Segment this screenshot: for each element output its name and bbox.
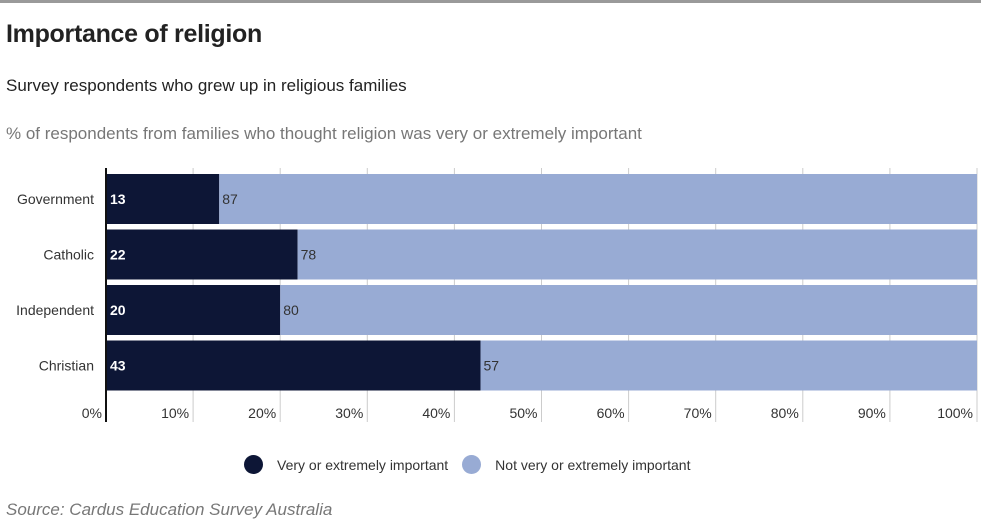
bar-segment bbox=[219, 174, 978, 224]
legend-item-very-important: Very or extremely important bbox=[244, 455, 448, 474]
legend-label-very-important: Very or extremely important bbox=[277, 456, 449, 473]
x-tick-label: 10% bbox=[161, 405, 189, 421]
x-tick-label: 40% bbox=[422, 405, 450, 421]
category-label: Christian bbox=[39, 358, 94, 374]
x-tick-label: 60% bbox=[597, 405, 625, 421]
chart-legend: Very or extremely important Not very or … bbox=[244, 455, 704, 474]
x-tick-label: 20% bbox=[248, 405, 276, 421]
bar-segment bbox=[297, 229, 977, 280]
bar-segment bbox=[106, 340, 481, 391]
category-label: Catholic bbox=[43, 247, 94, 263]
category-label: Government bbox=[17, 191, 94, 207]
chart-measure-label: % of respondents from families who thoug… bbox=[6, 124, 642, 143]
data-label: 22 bbox=[110, 247, 126, 263]
legend-swatch-not-important bbox=[462, 455, 482, 474]
data-label: 87 bbox=[222, 191, 238, 207]
top-rule bbox=[0, 0, 981, 3]
x-tick-label: 0% bbox=[82, 405, 102, 421]
bar-segment bbox=[280, 285, 977, 335]
bar-segment bbox=[106, 285, 281, 335]
bar-segment bbox=[106, 229, 298, 280]
x-tick-label: 70% bbox=[684, 405, 712, 421]
data-label: 80 bbox=[283, 302, 299, 318]
x-tick-label: 80% bbox=[771, 405, 799, 421]
x-tick-label: 100% bbox=[937, 405, 973, 421]
data-label: 13 bbox=[110, 191, 126, 207]
category-label: Independent bbox=[16, 302, 94, 318]
stacked-bar-chart: 13 87 Government 22 78 Catholic 20 80 Independen… bbox=[16, 168, 978, 422]
x-tick-label: 50% bbox=[509, 405, 537, 421]
data-label: 78 bbox=[301, 247, 317, 263]
source-note: Source: Cardus Education Survey Australi… bbox=[6, 500, 333, 519]
x-tick-label: 30% bbox=[335, 405, 363, 421]
legend-swatch-very-important bbox=[244, 455, 263, 474]
legend-label-not-important: Not very or extremely important bbox=[495, 456, 691, 473]
data-label: 57 bbox=[484, 358, 500, 374]
bar-segment bbox=[480, 340, 977, 391]
chart-subtitle: Survey respondents who grew up in religi… bbox=[6, 76, 407, 95]
x-tick-label: 90% bbox=[858, 405, 886, 421]
legend-item-not-important: Not very or extremely important bbox=[462, 455, 690, 474]
chart-title: Importance of religion bbox=[6, 20, 262, 48]
bar-segment bbox=[106, 174, 220, 224]
data-label: 20 bbox=[110, 302, 126, 318]
data-label: 43 bbox=[110, 358, 126, 374]
